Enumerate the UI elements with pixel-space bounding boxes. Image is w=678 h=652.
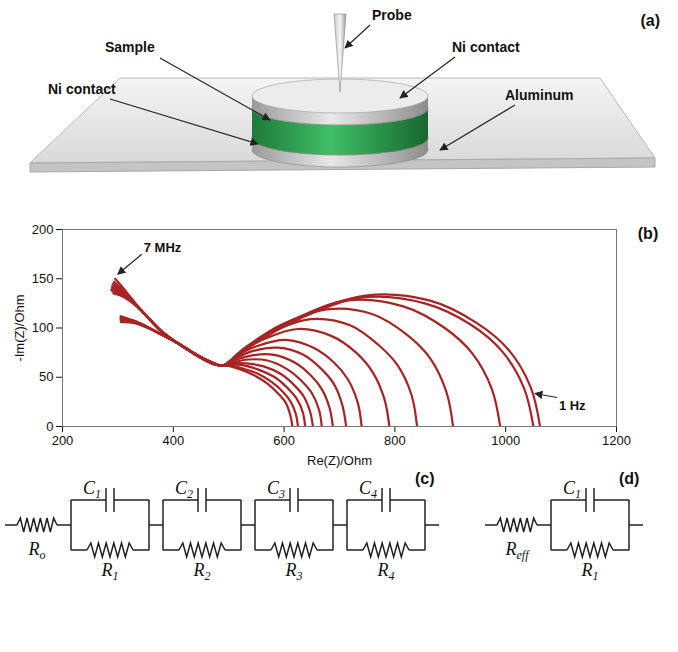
svg-text:1 Hz: 1 Hz: [559, 398, 586, 413]
svg-text:R3: R3: [285, 560, 303, 583]
svg-text:Reff: Reff: [505, 539, 531, 562]
svg-text:1200: 1200: [602, 433, 631, 448]
svg-text:R2: R2: [193, 560, 211, 583]
svg-text:Ro: Ro: [28, 539, 46, 562]
svg-text:0: 0: [46, 419, 53, 434]
svg-text:(c): (c): [415, 470, 435, 487]
svg-text:C3: C3: [267, 478, 285, 501]
svg-text:7 MHz: 7 MHz: [144, 240, 182, 255]
svg-text:1000: 1000: [491, 433, 520, 448]
svg-text:600: 600: [273, 433, 295, 448]
svg-text:(a): (a): [640, 12, 660, 29]
svg-text:-Im(Z)/Ohm: -Im(Z)/Ohm: [12, 294, 27, 361]
svg-text:Aluminum: Aluminum: [505, 87, 573, 103]
svg-text:200: 200: [32, 222, 54, 237]
svg-text:100: 100: [32, 320, 54, 335]
svg-text:C1: C1: [83, 478, 101, 501]
svg-text:C1: C1: [563, 478, 581, 501]
svg-text:(b): (b): [638, 225, 658, 242]
svg-text:400: 400: [162, 433, 184, 448]
svg-text:R4: R4: [377, 560, 395, 583]
svg-text:C2: C2: [175, 478, 193, 501]
svg-text:Ni contact: Ni contact: [48, 81, 116, 97]
svg-text:150: 150: [32, 271, 54, 286]
svg-text:R1: R1: [101, 560, 119, 583]
svg-text:Ni contact: Ni contact: [452, 39, 520, 55]
svg-text:50: 50: [39, 369, 53, 384]
svg-text:200: 200: [52, 433, 74, 448]
svg-text:Re(Z)/Ohm: Re(Z)/Ohm: [307, 453, 372, 468]
svg-text:800: 800: [384, 433, 406, 448]
svg-text:C4: C4: [359, 478, 377, 501]
svg-text:R1: R1: [581, 560, 599, 583]
svg-text:Probe: Probe: [372, 7, 412, 23]
svg-text:Sample: Sample: [105, 39, 155, 55]
svg-text:(d): (d): [619, 470, 639, 487]
